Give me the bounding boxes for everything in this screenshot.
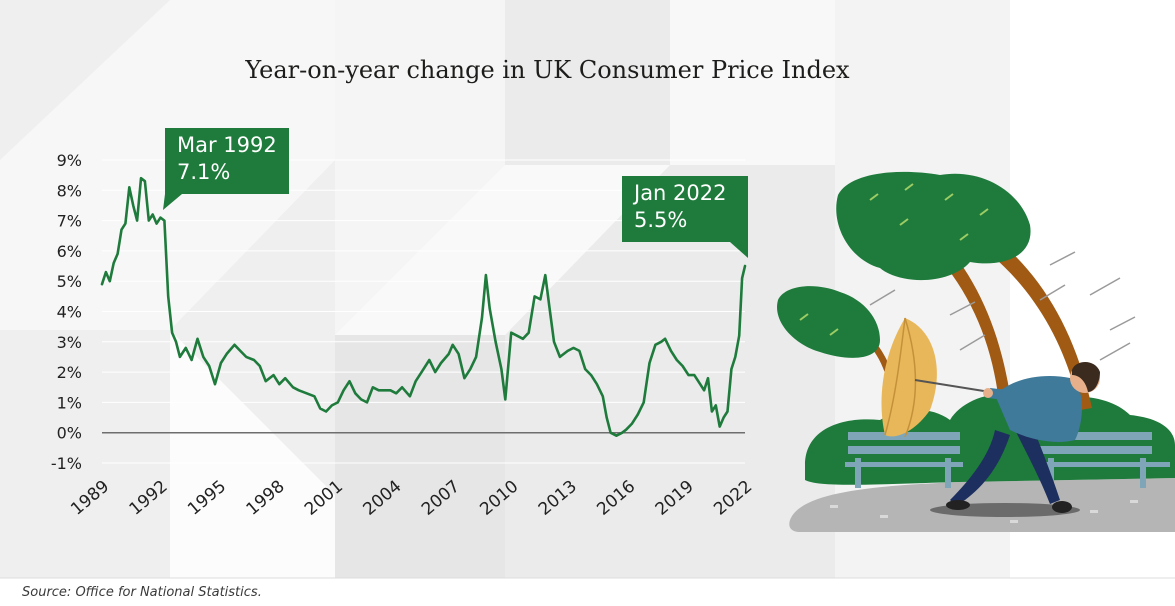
cpi-series-line [100, 176, 747, 437]
tree-canopy-small [777, 286, 880, 358]
bench-right [1035, 432, 1170, 488]
y-tick-label: 3% [57, 333, 82, 352]
y-tick-label: 7% [57, 212, 82, 231]
cpi-line-chart: 9%8%7%6%5%4%3%2%1%0%-1% 1989 1992 1995 1998… [51, 151, 756, 520]
y-tick-label: 9% [57, 151, 82, 170]
callout-latest-2022: Jan 2022 5.5% [622, 176, 748, 242]
y-tick-label: 0% [57, 424, 82, 443]
chart-title: Year-on-year change in UK Consumer Price… [245, 56, 850, 84]
callout-peak-1992: Mar 1992 7.1% [165, 128, 289, 194]
y-tick-label: 4% [57, 303, 82, 322]
source-note: Source: Office for National Statistics. [22, 585, 262, 600]
y-tick-label: 8% [57, 181, 82, 200]
callout-pointer-2022 [730, 242, 748, 258]
y-tick-label: 2% [57, 363, 82, 382]
man-figure [946, 362, 1100, 513]
y-axis-ticks: 9% 8% 7% 6% 5% 4% 3% 2% 1% 0% -1% [51, 151, 82, 473]
callout-1992-date: Mar 1992 [177, 133, 277, 157]
callout-1992-value: 7.1% [177, 160, 231, 184]
y-tick-label: 5% [57, 272, 82, 291]
callout-pointer-1992 [163, 194, 182, 210]
y-tick-label: -1% [51, 454, 82, 473]
y-tick-label: 1% [57, 393, 82, 412]
bench-left [845, 432, 963, 488]
umbrella [881, 317, 991, 438]
callout-2022-value: 5.5% [634, 208, 688, 232]
y-tick-label: 6% [57, 242, 82, 261]
callout-2022-date: Jan 2022 [634, 181, 727, 205]
tree-canopy-large [836, 171, 1031, 281]
